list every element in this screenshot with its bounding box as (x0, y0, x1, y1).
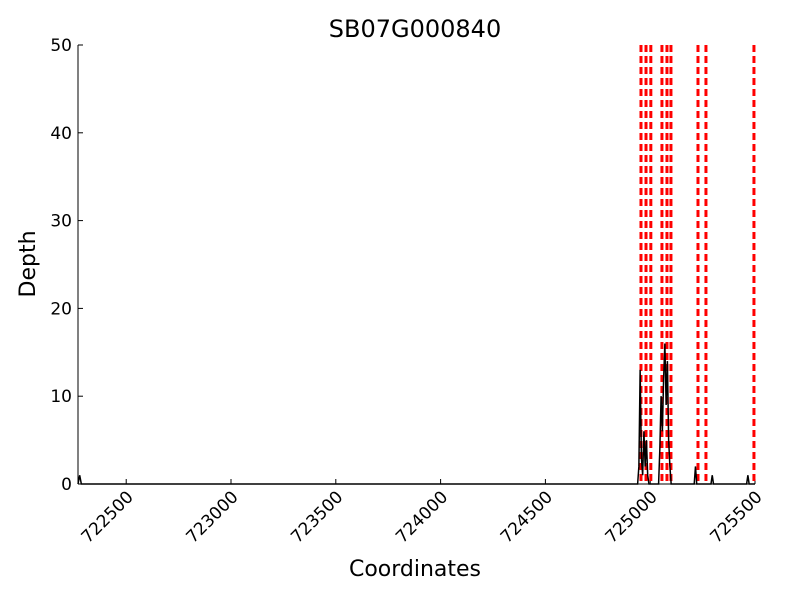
x-tick-label: 723000 (183, 487, 243, 547)
x-tick-label: 723500 (287, 487, 347, 547)
y-tick-label: 10 (50, 387, 72, 407)
y-tick-label: 30 (50, 212, 72, 232)
y-tick-label: 50 (50, 36, 72, 56)
x-tick-label: 725500 (706, 487, 766, 547)
x-tick-label: 724500 (497, 487, 557, 547)
x-tick-label: 722500 (78, 487, 138, 547)
depth-line (77, 343, 755, 485)
x-axis-label: Coordinates (349, 557, 481, 582)
x-tick-label: 725000 (602, 487, 662, 547)
chart-title: SB07G000840 (329, 15, 501, 43)
y-tick-label: 40 (50, 124, 72, 144)
y-tick-label: 20 (50, 299, 72, 319)
y-tick-label: 0 (61, 475, 72, 495)
y-axis-label: Depth (16, 230, 41, 297)
x-tick-label: 724000 (392, 487, 452, 547)
